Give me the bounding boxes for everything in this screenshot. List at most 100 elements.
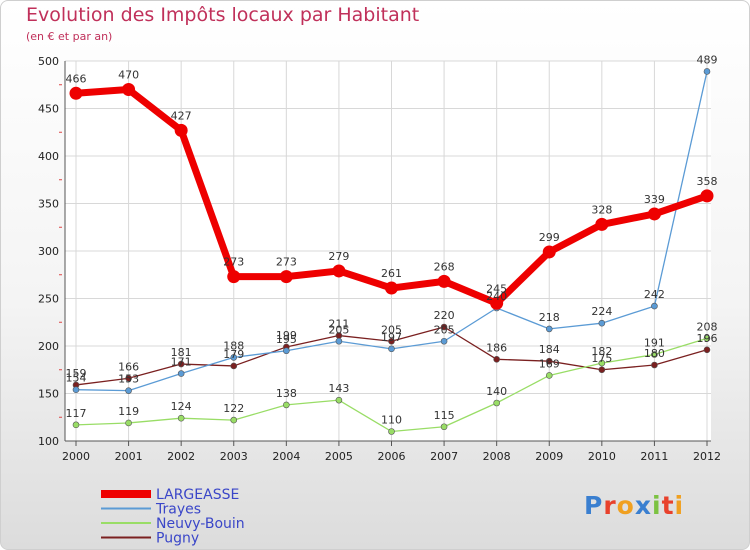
data-label: 117 [66,407,87,420]
data-point [493,399,500,407]
data-label: 191 [644,337,665,350]
data-point [279,270,293,284]
data-label: 427 [171,109,192,122]
data-point [72,386,80,394]
data-point [598,366,606,374]
data-point [388,337,395,345]
y-tick-label: 450 [38,103,59,116]
data-point [388,428,395,435]
data-point [122,83,136,96]
x-tick-label: 2003 [220,450,248,463]
data-label: 339 [644,193,665,206]
data-point [177,414,185,422]
data-label: 169 [539,357,560,370]
data-label: 240 [486,290,507,303]
data-label: 140 [486,385,507,398]
data-point [440,337,448,345]
data-point [598,359,606,367]
data-label: 268 [434,260,455,273]
logo-letter: i [674,491,685,520]
data-label: 358 [697,175,718,188]
data-point [388,345,395,353]
data-point [125,387,132,394]
data-label: 220 [434,309,455,322]
data-point [437,274,451,288]
data-label: 197 [381,331,402,344]
data-point [335,396,343,404]
data-point [230,416,238,424]
y-tick-label: 100 [38,435,59,448]
data-label: 179 [223,348,244,361]
legend-label: Neuvy-Bouin [156,516,245,532]
x-tick-label: 2001 [115,450,143,463]
data-label: 171 [171,356,192,369]
data-label: 211 [328,318,349,331]
x-tick-label: 2002 [167,450,195,463]
y-tick-label: 350 [38,198,59,211]
y-tick-label: 200 [38,340,59,353]
data-point [700,189,714,203]
x-tick-label: 2005 [325,450,353,463]
data-point [545,372,553,379]
x-tick-label: 2011 [640,450,668,463]
data-label: 470 [118,69,139,82]
data-point [651,351,658,358]
data-label: 328 [591,203,612,216]
data-label: 466 [66,72,87,85]
legend-label: Trayes [155,502,201,518]
data-label: 175 [591,352,612,365]
data-point [230,354,238,361]
y-tick-label: 300 [38,245,59,258]
data-label: 489 [697,53,718,66]
data-label: 273 [276,256,297,269]
data-point [227,270,241,284]
data-label: 180 [644,347,665,360]
logo-letter: i [652,491,662,520]
data-point [542,245,556,259]
data-label: 166 [118,360,139,373]
data-label: 182 [591,345,612,358]
data-label: 153 [118,373,139,386]
data-label: 143 [328,382,349,395]
data-point [72,421,80,429]
y-tick-label: 250 [38,293,59,306]
data-label: 110 [381,414,402,427]
data-label: 245 [486,282,507,295]
x-tick-label: 2006 [378,450,406,463]
x-tick-label: 2012 [693,450,721,463]
logo-letter: t [661,491,675,520]
data-label: 242 [644,288,665,301]
x-tick-label: 2009 [535,450,563,463]
data-point [493,355,500,363]
logo-letter: o [616,491,635,520]
data-point [174,123,188,137]
data-point [177,370,185,377]
data-point [703,346,711,354]
y-tick-label: 500 [38,55,59,68]
data-label: 154 [66,372,87,385]
data-label: 224 [591,305,612,318]
data-point [125,419,132,427]
data-point [651,361,658,369]
data-label: 115 [434,409,455,422]
data-label: 119 [118,405,139,418]
data-label: 159 [66,367,87,380]
data-point [283,347,290,355]
data-point [598,319,606,327]
data-label: 279 [328,250,349,263]
data-point [335,337,343,345]
data-label: 181 [171,346,192,359]
x-tick-label: 2008 [483,450,511,463]
data-label: 188 [223,339,244,352]
data-label: 205 [434,323,455,336]
data-label: 205 [381,323,402,336]
data-point [651,302,658,310]
data-point [230,362,238,370]
x-tick-label: 2000 [62,450,90,463]
data-point [385,281,398,295]
data-label: 186 [486,341,507,354]
data-label: 184 [539,343,560,356]
data-point [545,325,553,333]
data-label: 138 [276,387,297,400]
